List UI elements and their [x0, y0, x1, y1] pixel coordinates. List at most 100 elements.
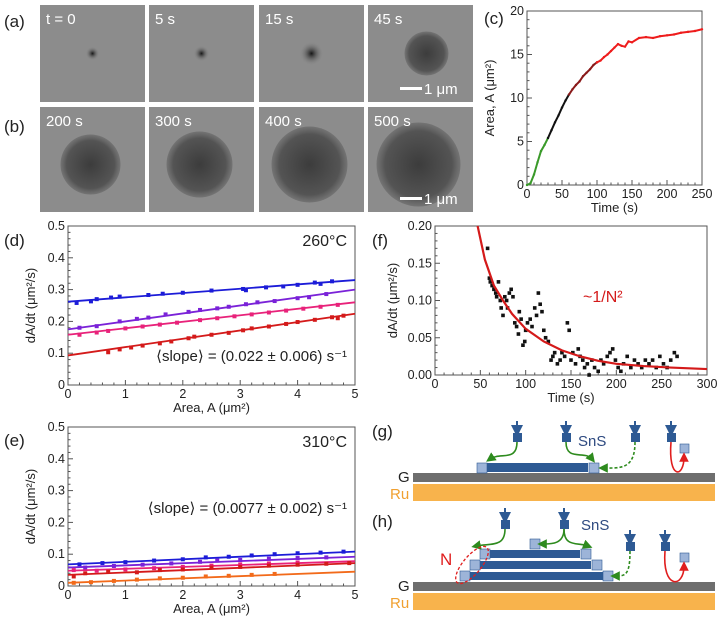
x-tick-label: 0: [524, 187, 531, 201]
sns-label: SnS: [578, 433, 606, 450]
data-point: [514, 324, 519, 329]
data-point: [203, 574, 208, 579]
x-tick-label: 3: [237, 588, 244, 602]
data-point: [629, 365, 633, 370]
data-point: [700, 28, 704, 31]
data-point: [496, 280, 501, 284]
data-point: [490, 283, 494, 288]
data-point: [163, 312, 168, 317]
x-tick-label: 4: [294, 387, 301, 401]
data-point: [516, 332, 521, 336]
attach-arrow: [471, 528, 506, 550]
data-point: [529, 182, 532, 185]
data-point: [592, 63, 595, 67]
data-point: [644, 35, 648, 39]
diagram-g: G Ru SnS: [390, 421, 715, 503]
y-tick-label: 5: [517, 135, 524, 149]
nucleus-island: [60, 134, 121, 195]
data-point: [616, 42, 620, 46]
data-series-line: [596, 28, 703, 64]
data-point: [637, 36, 641, 40]
data-point: [651, 36, 655, 40]
y-axis-label: dA/dt (μm²/s): [385, 263, 400, 338]
data-point: [266, 556, 271, 561]
x-tick-label: 2: [179, 588, 186, 602]
data-point: [601, 362, 606, 366]
adatoms: [501, 520, 670, 551]
x-tick-label: 100: [587, 187, 608, 201]
graphene-label: G: [398, 578, 410, 595]
data-point: [560, 106, 564, 109]
data-point: [106, 569, 111, 574]
nucleus-island: [85, 46, 100, 61]
data-point: [599, 59, 602, 62]
y-tick-label: 0.2: [48, 314, 65, 328]
time-label: 200 s: [46, 113, 83, 130]
data-point: [606, 53, 609, 56]
data-point: [536, 161, 539, 164]
x-tick-label: 5: [352, 588, 359, 602]
fit-curve: [476, 225, 708, 371]
data-point: [543, 335, 548, 340]
layer-count-label: N: [440, 550, 452, 569]
data-point: [88, 299, 93, 304]
scale-bar-label: 1 μm: [424, 81, 458, 98]
data-point: [602, 55, 606, 59]
data-point: [546, 339, 551, 344]
x-tick-label: 250: [651, 377, 672, 391]
data-point: [521, 343, 525, 347]
data-point: [639, 365, 644, 370]
data-point: [625, 354, 630, 359]
x-tick-label: 150: [561, 377, 582, 391]
sns-layer: [490, 550, 580, 558]
adatom: [562, 433, 571, 442]
data-point: [540, 309, 544, 314]
slope-annotation: ⟨slope⟩ = (0.0077 ± 0.002) s⁻¹: [148, 500, 347, 517]
data-point: [538, 302, 542, 307]
y-tick-label: 20: [510, 4, 524, 18]
data-point: [576, 347, 581, 351]
data-point: [546, 136, 550, 140]
data-point: [552, 350, 557, 355]
ruthenium-substrate: [413, 593, 715, 610]
data-point: [335, 316, 340, 321]
data-point: [567, 328, 571, 333]
time-label: 5 s: [155, 11, 175, 28]
edge-site: [476, 462, 488, 474]
data-point: [534, 313, 539, 318]
y-tick-label: 0.00: [408, 368, 432, 382]
scale-bar-label: 1 μm: [424, 191, 458, 208]
y-axis-label: Area, A (μm²): [482, 60, 497, 137]
data-point: [542, 328, 546, 333]
data-point: [567, 93, 571, 96]
data-point: [281, 284, 286, 289]
chart-panel-c: 0 50 100 150 200 250 0 5 10 15 20 Time (s) Area, A (…: [482, 4, 712, 215]
x-axis-label: Area, A (μm²): [173, 400, 250, 415]
plot-frame: [67, 426, 356, 587]
data-point: [517, 309, 522, 314]
data-point: [543, 143, 546, 147]
x-tick-label: 4: [294, 588, 301, 602]
data-point: [209, 565, 214, 570]
chart-panel-e: 0 1 2 3 4 5 0 0.1 0.2 0.3 0.4 0.5 Area, A (μm²) dA/dt…: [23, 420, 359, 616]
time-label: 400 s: [265, 113, 302, 130]
data-point: [485, 246, 490, 251]
x-axis-label: Time (s): [591, 200, 638, 215]
y-tick-label: 0.1: [48, 346, 65, 360]
desorption-arrow: [664, 550, 689, 583]
data-point: [512, 321, 517, 325]
data-point: [668, 358, 673, 362]
data-point: [596, 369, 600, 374]
data-point: [503, 294, 507, 299]
fit-line: [67, 555, 356, 569]
sns-layer: [470, 572, 603, 580]
time-label: 45 s: [374, 11, 402, 28]
y-tick-label: 0.15: [408, 256, 432, 270]
data-point: [71, 574, 76, 579]
data-point: [77, 332, 82, 337]
data-point: [501, 313, 505, 318]
data-point: [238, 557, 243, 562]
adatom: [631, 433, 640, 442]
